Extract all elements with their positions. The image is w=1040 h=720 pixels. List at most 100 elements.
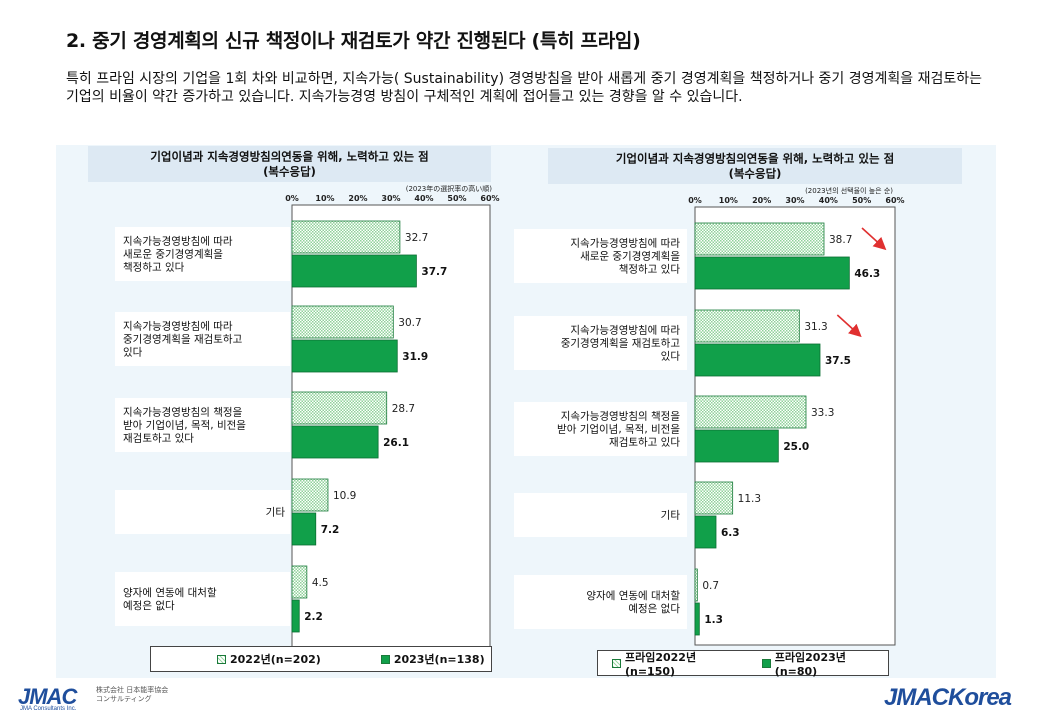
chart-title-line: (복수응답) — [729, 167, 782, 181]
category-label-line: 지속가능경영방침에 따라 — [123, 235, 233, 248]
bar-solid — [694, 343, 821, 377]
data-label: 7.2 — [321, 524, 340, 536]
right-chart: 기업이념과 지속경영방침의연동을 위해, 노력하고 있는 점 (복수응답) (202… — [514, 148, 962, 646]
bar-solid — [291, 512, 317, 546]
data-label: 11.3 — [738, 493, 761, 505]
data-label: 6.3 — [721, 527, 740, 539]
category-label: 기타 — [266, 507, 286, 519]
chart-sort-note: (2023年の選択率の高い順) — [406, 184, 493, 193]
x-tick-label: 20% — [348, 194, 367, 203]
legend-label: 2022년(n=202) — [230, 653, 321, 666]
data-label: 38.7 — [829, 234, 852, 246]
bar-solid — [694, 429, 779, 463]
chart-title-box — [88, 146, 491, 182]
jmac-korea-logo: JMACKorea — [884, 684, 1012, 711]
data-label: 28.7 — [392, 403, 415, 415]
legend-swatch-solid — [761, 658, 771, 668]
data-label: 30.7 — [398, 317, 421, 329]
x-tick-label: 0% — [688, 196, 702, 205]
category-label-box — [514, 229, 687, 283]
category-label: 양자에 연동에 대처할 예정은 없다 — [586, 590, 680, 615]
increase-arrow — [861, 227, 887, 251]
category-label: 지속가능경영방침의 책정을 받아 기업이념, 목적, 비전을 재검토하고 있다 — [557, 410, 680, 449]
bar-solid — [291, 599, 300, 633]
data-label: 0.7 — [702, 580, 719, 592]
left-chart: 기업이념과 지속경영방침의연동을 위해, 노력하고 있는 점 (복수응답) (202… — [88, 146, 500, 649]
category-label-line: 책정하고 있다 — [123, 261, 185, 274]
left-legend: 2022년(n=202) 2023년(n=138) — [150, 646, 492, 672]
data-label: 46.3 — [854, 268, 880, 280]
x-tick-label: 40% — [819, 196, 838, 205]
data-label: 2.2 — [304, 611, 323, 623]
bar-hatch — [291, 391, 388, 425]
category-label: 지속가능경영방침의 책정을 받아 기업이념, 목적, 비전을 재검토하고 있다 — [123, 406, 246, 445]
chart-title: 기업이념과 지속경영방침의연동을 위해, 노력하고 있는 점 (복수응답) — [150, 150, 428, 179]
legend-label: 2023년(n=138) — [393, 653, 485, 666]
bar-hatch — [694, 568, 698, 602]
category-label: 지속가능경영방침에 따라 중기경영계획을 재검토하고 있다 — [561, 324, 681, 363]
category-label-line: 새로운 중기경영계획을 — [123, 248, 223, 261]
data-label: 10.9 — [333, 490, 356, 502]
jmac-logo-subtitle: JMA Consultants Inc. — [20, 706, 77, 712]
category-label: 지속가능경영방침에 따라 새로운 중기경영계획을 책정하고 있다 — [123, 235, 233, 274]
slide-title: 2. 중기 경영계획의 신규 책정이나 재검토가 약간 진행된다 (특히 프라임… — [66, 30, 641, 52]
category-label: 양자에 연동에 대처할 예정은 없다 — [123, 587, 217, 612]
category-label: 기타 — [661, 510, 681, 522]
legend-label: 프라임2022년(n=150) — [624, 650, 697, 678]
increase-arrow — [836, 314, 862, 338]
data-label: 4.5 — [312, 577, 329, 589]
category-label-line: 지속가능경영방침의 책정을 — [123, 406, 243, 419]
legend-item-2022: 2022년(n=202) — [217, 651, 321, 667]
category-label-box — [514, 402, 687, 456]
category-label-box — [514, 316, 687, 370]
category-label-line: 양자에 연동에 대처할 — [586, 590, 680, 602]
category-label-line: 지속가능경영방침에 따라 — [123, 320, 233, 333]
category-label-box — [115, 227, 290, 281]
bar-hatch — [291, 478, 329, 512]
data-label: 31.9 — [402, 351, 428, 363]
category-label-line: 중기경영계획을 재검토하고 — [123, 333, 243, 346]
category-label-line: 있다 — [661, 351, 681, 363]
chart-title-line: 기업이념과 지속경영방침의연동을 위해, 노력하고 있는 점 — [616, 152, 894, 166]
legend-swatch-solid — [380, 654, 390, 664]
jmac-logo: JMAC — [18, 684, 77, 709]
x-tick-label: 0% — [285, 194, 299, 203]
legend-label: 프라임2023년(n=80) — [774, 650, 846, 678]
bar-hatch — [291, 305, 394, 339]
bar-hatch — [694, 395, 807, 429]
jmac-logo-japanese: 株式会社 日本能率協会 コンサルティング — [96, 686, 168, 704]
category-label-line: 지속가능경영방침에 따라 — [570, 237, 680, 250]
data-label: 33.3 — [811, 407, 834, 419]
category-label-box — [514, 493, 687, 537]
bar-solid — [694, 602, 700, 636]
chart-title-box — [548, 148, 962, 184]
bar-solid — [694, 256, 850, 290]
bar-hatch — [291, 565, 308, 599]
category-label-line: 책정하고 있다 — [619, 263, 681, 276]
jmac-logo-jp-line: コンサルティング — [96, 695, 152, 703]
category-label-box — [115, 312, 290, 366]
chart-title-line: (복수응답) — [263, 165, 316, 179]
x-tick-label: 10% — [315, 194, 334, 203]
data-label: 25.0 — [783, 441, 809, 453]
data-label: 31.3 — [804, 321, 827, 333]
legend-swatch-hatch — [612, 658, 621, 668]
legend-item-prime-2023: 프라임2023년(n=80) — [761, 649, 888, 678]
data-label: 37.5 — [825, 355, 851, 367]
category-label-line: 양자에 연동에 대처할 — [123, 587, 217, 599]
bar-hatch — [291, 220, 401, 254]
bar-solid — [291, 254, 417, 288]
chart-title: 기업이념과 지속경영방침의연동을 위해, 노력하고 있는 점 (복수응답) — [616, 152, 894, 181]
data-label: 32.7 — [405, 232, 428, 244]
legend-item-2023: 2023년(n=138) — [380, 651, 485, 667]
bar-solid — [291, 339, 398, 373]
slide-description: 특히 프라임 시장의 기업을 1회 차와 비교하면, 지속가능( Sustain… — [66, 71, 983, 105]
category-label-line: 재검토하고 있다 — [123, 432, 194, 445]
x-tick-label: 60% — [885, 196, 904, 205]
chart-title-line: 기업이념과 지속경영방침의연동을 위해, 노력하고 있는 점 — [150, 150, 428, 164]
jmac-logo-jp-line: 株式会社 日本能率協会 — [96, 686, 169, 694]
bar-hatch — [694, 481, 734, 515]
bar-hatch — [694, 309, 800, 343]
category-label-line: 예정은 없다 — [123, 599, 175, 612]
category-label-line: 중기경영계획을 재검토하고 — [561, 337, 681, 350]
